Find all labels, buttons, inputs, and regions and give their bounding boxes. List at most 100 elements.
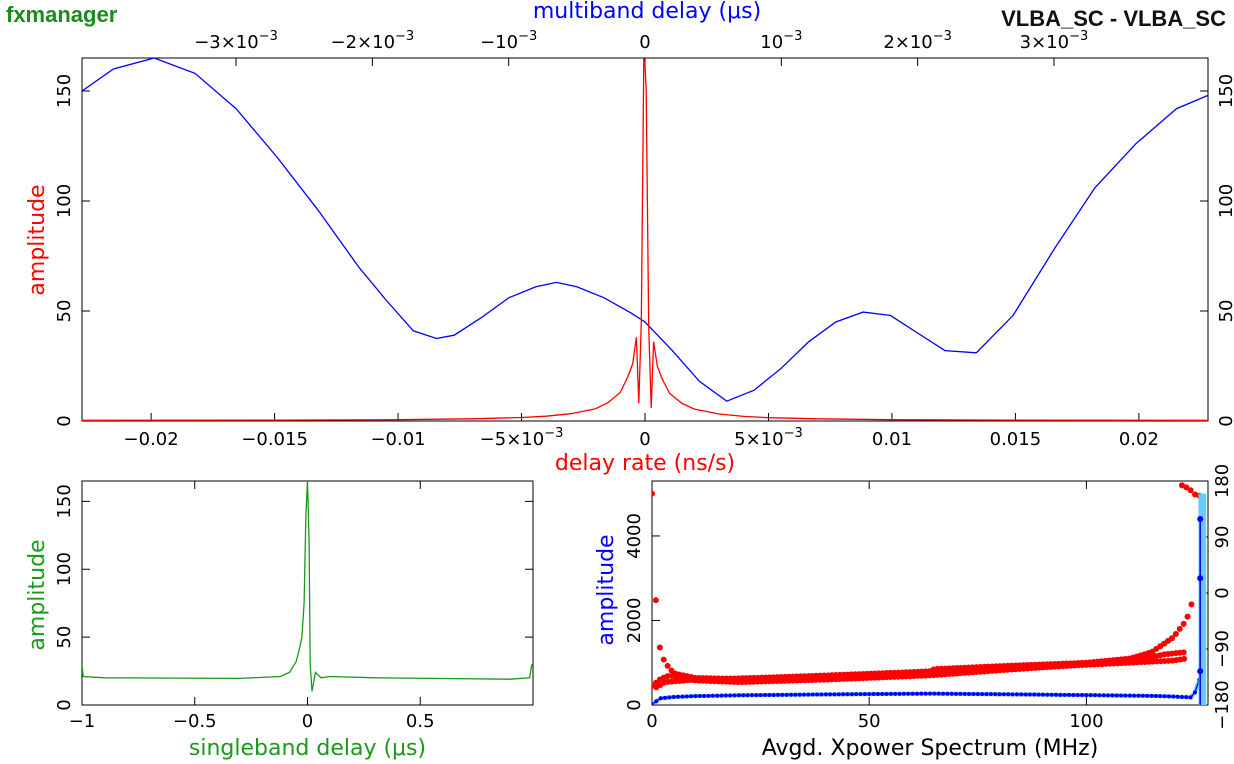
xpower-amplitude-point — [975, 692, 980, 697]
xpower-amplitude-point — [893, 691, 898, 696]
xpower-amplitude-point — [1127, 693, 1132, 698]
xpower-plot: 0 50 100 0 2000 4000 −180 −90 0 90 180 Avgd. Xpower… — [594, 464, 1233, 761]
singleband-y-tick-label: 150 — [54, 484, 75, 518]
main-x2-tick-label-exponent: −3 — [259, 29, 278, 44]
xpower-amplitude-point — [1166, 694, 1171, 699]
singleband-frame — [81, 480, 534, 706]
xpower-amplitude-point — [710, 693, 715, 698]
main-y-tick-label: 0 — [54, 415, 75, 426]
xpower-amplitude-point — [828, 692, 833, 697]
xpower-amplitude-point — [1106, 693, 1111, 698]
xpower-amplitude-point — [1158, 694, 1163, 699]
main-x-tick-label-exponent: −3 — [784, 426, 803, 441]
xpower-amplitude-point — [1145, 693, 1150, 698]
xpower-amplitude-point — [1175, 694, 1180, 699]
singleband-x-tick-label: 0 — [302, 711, 313, 732]
xpower-phase-point — [1172, 630, 1179, 637]
multiband-delay-curve — [82, 58, 1208, 402]
singleband-y-tick-label: 0 — [54, 699, 75, 710]
xpower-amplitude-point — [906, 691, 911, 696]
main-y-axis-label: amplitude — [25, 184, 50, 295]
xpower-amplitude-point — [1006, 692, 1011, 697]
xpower-amplitude-point — [923, 691, 928, 696]
xpower-amplitude-point — [862, 692, 867, 697]
xpower-phase-point — [1188, 601, 1195, 608]
xpower-amplitude-point — [1101, 693, 1106, 698]
xpower-amplitude-point — [932, 691, 937, 696]
main-x2-tick-label: −2×10−3 — [331, 29, 415, 53]
xpower-amplitude-point — [671, 694, 676, 699]
main-plot: −0.02 −0.015 −0.01 −5×10−3 0 5×10−3 0.01 0.015 0… — [25, 0, 1234, 476]
main-y2-tick-label: 50 — [1216, 300, 1234, 323]
xpower-phase-point — [1184, 613, 1191, 620]
xpower-amplitude-point — [815, 692, 820, 697]
main-x2-axis-label: multiband delay (μs) — [533, 0, 761, 24]
xpower-amplitude-point — [697, 694, 702, 699]
xpower-amplitude-point — [962, 691, 967, 696]
main-x-tick-label-exponent: −3 — [544, 426, 563, 441]
xpower-amplitude-point — [914, 691, 919, 696]
singleband-y-axis-label: amplitude — [25, 539, 50, 650]
xpower-amplitude-point — [1067, 692, 1071, 697]
xpower-amplitude-point — [810, 692, 815, 697]
main-x-axis-label: delay rate (ns/s) — [555, 451, 735, 476]
xpower-amplitude-point — [1027, 692, 1032, 697]
main-x2-tick-label-exponent: −3 — [518, 29, 537, 44]
main-x2-tick-label: −10−3 — [480, 29, 537, 53]
xpower-phase-point — [1168, 635, 1175, 642]
xpower-amplitude-point — [1001, 692, 1006, 697]
main-y2-tick-label: 0 — [1216, 415, 1234, 426]
singleband-x-axis-label: singleband delay (μs) — [189, 736, 426, 761]
xpower-amplitude-point — [858, 692, 863, 697]
xpower-edge-point — [1197, 668, 1204, 675]
xpower-y2-tick-label: 0 — [1212, 587, 1233, 598]
xpower-amplitude-point — [971, 691, 976, 696]
main-y-tick-label: 100 — [54, 184, 75, 218]
xpower-amplitude-point — [652, 702, 654, 705]
xpower-amplitude-point — [1032, 692, 1037, 697]
xpower-amplitude-point — [680, 694, 685, 699]
xpower-x-tick-label: 100 — [1069, 711, 1103, 732]
xpower-amplitude-point — [784, 692, 789, 697]
xpower-amplitude-point — [941, 691, 946, 696]
main-x-tick-label: 0 — [639, 429, 650, 450]
xpower-amplitude-point — [1084, 693, 1089, 698]
xpower-amplitude-point — [1093, 693, 1098, 698]
xpower-y2-tick-label: 180 — [1212, 464, 1233, 498]
xpower-amplitude-point — [988, 692, 993, 697]
main-y2-tick-label: 150 — [1216, 74, 1234, 108]
xpower-x-tick-label: 50 — [858, 711, 881, 732]
xpower-amplitude-point — [1119, 693, 1124, 698]
xpower-phase-point — [1180, 620, 1187, 627]
xpower-amplitude-point — [845, 692, 850, 697]
xpower-amplitude-point — [1045, 692, 1050, 697]
xpower-amplitude-point — [880, 691, 885, 696]
xpower-amplitude-point — [888, 691, 893, 696]
main-x2-tick-label: 0 — [639, 32, 650, 53]
xpower-amplitude-point — [1036, 692, 1041, 697]
xpower-y-tick-label: 2000 — [624, 598, 645, 644]
xpower-amplitude-point — [702, 693, 707, 698]
xpower-amplitude-point — [654, 699, 659, 704]
xpower-phase-point — [652, 597, 659, 604]
xpower-amplitude-point — [1136, 693, 1141, 698]
xpower-phase-point — [1176, 625, 1183, 632]
xpower-x-tick-label: 0 — [646, 711, 657, 732]
xpower-amplitude-point — [771, 692, 776, 697]
xpower-amplitude-point — [1114, 693, 1119, 698]
xpower-amplitude-point — [1184, 695, 1189, 700]
xpower-amplitude-point — [1058, 692, 1063, 697]
main-x-tick-label: 0.015 — [990, 429, 1042, 450]
xpower-amplitude-point — [984, 692, 989, 697]
xpower-amplitude-point — [1132, 693, 1137, 698]
singleband-x-tick-label: 0.5 — [406, 711, 435, 732]
xpower-amplitude-point — [736, 693, 741, 698]
main-x2-tick-label: 10−3 — [760, 29, 802, 53]
delay-rate-curve — [82, 58, 1208, 421]
singleband-x-tick-label: −1 — [69, 711, 96, 732]
xpower-amplitude-point — [945, 691, 950, 696]
xpower-edge-point — [1197, 516, 1204, 523]
xpower-y-axis-label: amplitude — [594, 534, 619, 645]
xpower-phase-point — [664, 662, 671, 669]
xpower-amplitude-point — [1171, 694, 1176, 699]
